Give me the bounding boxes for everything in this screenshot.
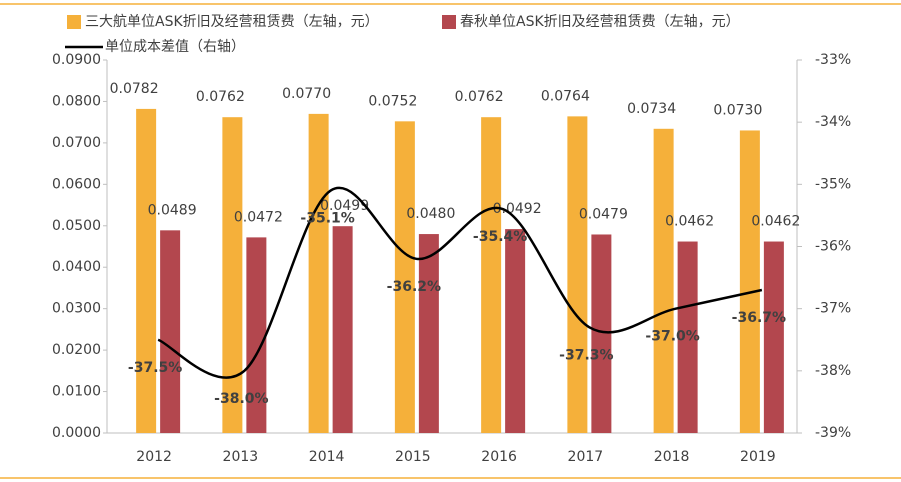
- bar: [246, 237, 267, 433]
- x-tick-label: 2017: [568, 449, 604, 465]
- bar-value-label: 0.0730: [713, 102, 762, 118]
- y-tick-label: 0.0600: [52, 176, 101, 192]
- bar: [591, 234, 612, 433]
- legend-swatch: [442, 15, 456, 29]
- line-value-label: -35.4%: [473, 229, 527, 245]
- y-tick-label: 0.0400: [52, 259, 101, 275]
- bar-value-label: 0.0480: [406, 206, 455, 222]
- y-tick-label: 0.0500: [52, 218, 101, 234]
- legend-label: 三大航单位ASK折旧及经营租赁费（左轴，元）: [85, 14, 379, 30]
- y2-tick-label: -37%: [815, 301, 851, 317]
- bar-value-label: 0.0462: [665, 214, 714, 230]
- x-tick-label: 2014: [309, 449, 345, 465]
- line-value-label: -38.0%: [214, 391, 268, 407]
- bar-value-label: 0.0770: [282, 86, 331, 102]
- y2-tick-label: -35%: [815, 176, 851, 192]
- bar: [505, 229, 526, 433]
- line: [157, 186, 763, 379]
- y-tick-label: 0.0300: [52, 301, 101, 317]
- line-value-label: -37.3%: [559, 347, 613, 363]
- bar-value-label: 0.0734: [627, 101, 676, 117]
- x-tick-label: 2015: [395, 449, 431, 465]
- line-value-label: -36.7%: [732, 310, 786, 326]
- bar-value-label: 0.0492: [493, 201, 542, 217]
- bar-value-label: 0.0489: [148, 202, 197, 218]
- x-tick-label: 2019: [740, 449, 776, 465]
- x-tick-label: 2012: [136, 449, 172, 465]
- bar-value-label: 0.0782: [110, 81, 159, 97]
- line-value-label: -37.5%: [128, 360, 182, 376]
- bar-value-label: 0.0479: [579, 206, 628, 222]
- line-value-label: -37.0%: [645, 329, 699, 345]
- legend-swatch: [67, 15, 81, 29]
- bar-value-label: 0.0752: [368, 93, 417, 109]
- y-tick-label: 0.0000: [52, 425, 101, 441]
- line-value-label: -35.1%: [300, 211, 354, 227]
- legend-label: 单位成本差值（右轴）: [105, 39, 245, 55]
- line-value-label: -36.2%: [387, 279, 441, 295]
- y2-tick-label: -33%: [815, 52, 851, 68]
- y2-tick-label: -36%: [815, 239, 851, 255]
- y2-tick-label: -34%: [815, 114, 851, 130]
- bar: [332, 226, 353, 433]
- bar: [653, 128, 674, 433]
- x-tick-label: 2013: [223, 449, 259, 465]
- bar: [308, 113, 329, 433]
- bar-value-label: 0.0462: [751, 214, 800, 230]
- bar: [481, 117, 502, 434]
- bar: [394, 121, 415, 434]
- bar-value-label: 0.0762: [196, 89, 245, 105]
- bar-value-label: 0.0764: [541, 88, 590, 104]
- bar: [160, 230, 181, 433]
- y-tick-label: 0.0700: [52, 135, 101, 151]
- bar-value-label: 0.0762: [455, 89, 504, 105]
- legend-label: 春秋单位ASK折旧及经营租赁费（左轴，元）: [460, 14, 740, 30]
- y-tick-label: 0.0800: [52, 93, 101, 109]
- bar: [739, 130, 760, 433]
- bar: [136, 108, 157, 433]
- bar: [763, 241, 784, 433]
- bar-value-label: 0.0499: [320, 198, 369, 214]
- x-tick-label: 2016: [481, 449, 517, 465]
- bar: [418, 234, 439, 433]
- bar-value-label: 0.0472: [234, 209, 283, 225]
- y2-tick-label: -38%: [815, 363, 851, 379]
- y-tick-label: 0.0100: [52, 384, 101, 400]
- y-tick-label: 0.0200: [52, 342, 101, 358]
- bar: [222, 117, 243, 434]
- bar: [677, 241, 698, 433]
- x-tick-label: 2018: [654, 449, 690, 465]
- y-tick-label: 0.0900: [52, 52, 101, 68]
- bar: [567, 116, 588, 433]
- y2-tick-label: -39%: [815, 425, 851, 441]
